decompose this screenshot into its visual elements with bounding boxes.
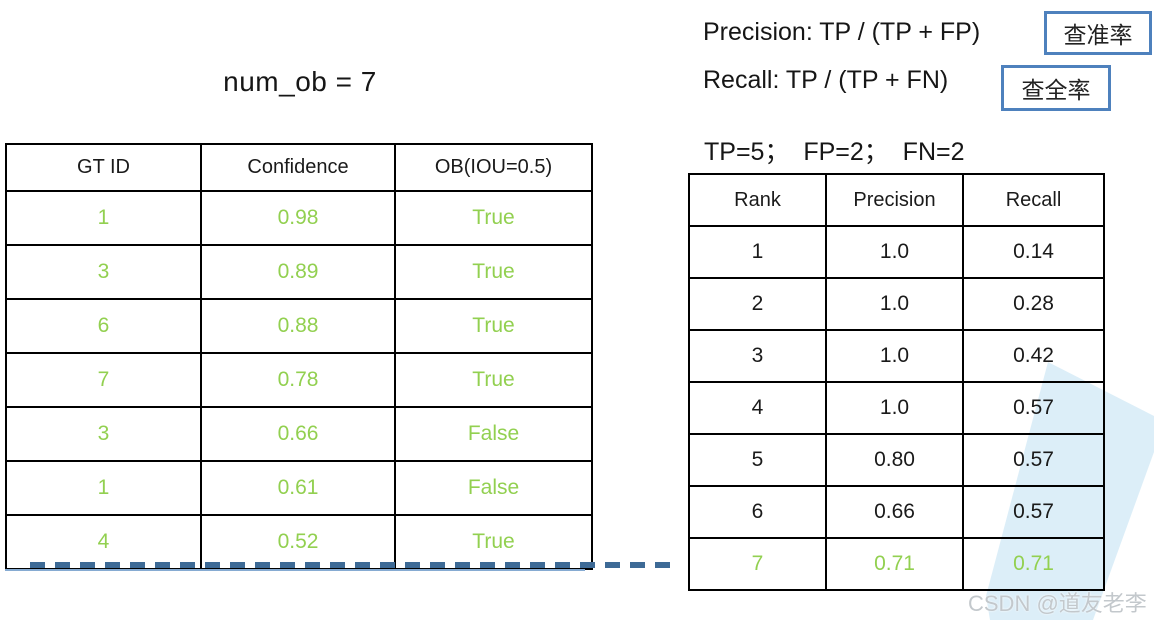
table-cell: 0.88 <box>200 298 396 354</box>
table-row: 4 0.52 True <box>5 514 593 570</box>
table-cell: True <box>394 190 593 246</box>
table-cell: 1 <box>5 460 202 516</box>
table-cell: 7 <box>688 537 827 591</box>
col-header-ob-iou: OB(IOU=0.5) <box>394 143 593 192</box>
table-cell: 1 <box>5 190 202 246</box>
table-row: 3 0.66 False <box>5 406 593 462</box>
table-cell: 0.14 <box>962 225 1105 279</box>
col-header-precision: Precision <box>825 173 964 227</box>
table-cell: False <box>394 460 593 516</box>
table-cell: True <box>394 514 593 570</box>
col-header-confidence: Confidence <box>200 143 396 192</box>
precision-formula: Precision: TP / (TP + FP) <box>703 18 981 46</box>
table-row: 6 0.66 0.57 <box>688 485 1105 539</box>
table-cell: 0.89 <box>200 244 396 300</box>
table-cell: 0.78 <box>200 352 396 408</box>
table-cell: 1 <box>688 225 827 279</box>
gt-confidence-table: GT ID Confidence OB(IOU=0.5) 1 0.98 True… <box>5 143 593 570</box>
table-row: 5 0.80 0.57 <box>688 433 1105 487</box>
table-cell: 3 <box>5 406 202 462</box>
table-cell: 0.52 <box>200 514 396 570</box>
table-cell: 1.0 <box>825 329 964 383</box>
table-cell: 3 <box>688 329 827 383</box>
table-cell: 3 <box>5 244 202 300</box>
table-cell: 0.57 <box>962 381 1105 435</box>
num-ob-title: num_ob = 7 <box>223 66 377 97</box>
table-cell: True <box>394 298 593 354</box>
table-cell: 4 <box>5 514 202 570</box>
threshold-dashed-line <box>30 562 680 568</box>
table-cell: 0.66 <box>825 485 964 539</box>
table-row: 3 1.0 0.42 <box>688 329 1105 383</box>
recall-formula: Recall: TP / (TP + FN) <box>703 66 949 94</box>
recall-cn-label-box: 查全率 <box>1001 65 1111 111</box>
precision-recall-table: Rank Precision Recall 1 1.0 0.14 2 1.0 0… <box>688 173 1105 591</box>
table-cell: False <box>394 406 593 462</box>
table-cell: 6 <box>688 485 827 539</box>
col-header-recall: Recall <box>962 173 1105 227</box>
table-cell: 6 <box>5 298 202 354</box>
table-cell: 0.98 <box>200 190 396 246</box>
precision-cn-label: 查准率 <box>1063 23 1133 49</box>
table-cell: 1.0 <box>825 225 964 279</box>
table-cell: 2 <box>688 277 827 331</box>
table-row: 1 0.98 True <box>5 190 593 246</box>
table-cell: 0.57 <box>962 433 1105 487</box>
recall-cn-label: 查全率 <box>1021 78 1091 104</box>
table-row: 6 0.88 True <box>5 298 593 354</box>
table-cell: 7 <box>5 352 202 408</box>
table-cell: 0.42 <box>962 329 1105 383</box>
table-row: 7 0.78 True <box>5 352 593 408</box>
table-cell: 0.28 <box>962 277 1105 331</box>
table-cell: 0.61 <box>200 460 396 516</box>
table-row: 1 0.61 False <box>5 460 593 516</box>
table-cell: 0.71 <box>825 537 964 591</box>
table-cell: 4 <box>688 381 827 435</box>
table-row-highlighted: 7 0.71 0.71 <box>688 537 1105 591</box>
table-cell: 5 <box>688 433 827 487</box>
table-cell: 0.80 <box>825 433 964 487</box>
table-row: 2 1.0 0.28 <box>688 277 1105 331</box>
threshold-underline <box>5 569 585 571</box>
tp-fp-fn-counts: TP=5； FP=2； FN=2 <box>704 138 965 166</box>
table-cell: 1.0 <box>825 381 964 435</box>
table-row: 3 0.89 True <box>5 244 593 300</box>
table-row: 4 1.0 0.57 <box>688 381 1105 435</box>
table-header-row: Rank Precision Recall <box>688 173 1105 227</box>
col-header-gt-id: GT ID <box>5 143 202 192</box>
table-header-row: GT ID Confidence OB(IOU=0.5) <box>5 143 593 192</box>
table-cell: 1.0 <box>825 277 964 331</box>
table-cell: True <box>394 352 593 408</box>
table-cell: True <box>394 244 593 300</box>
table-row: 1 1.0 0.14 <box>688 225 1105 279</box>
table-cell: 0.66 <box>200 406 396 462</box>
csdn-watermark: CSDN @道友老李 <box>968 591 1147 616</box>
precision-cn-label-box: 查准率 <box>1044 11 1152 55</box>
table-cell: 0.57 <box>962 485 1105 539</box>
table-cell: 0.71 <box>962 537 1105 591</box>
col-header-rank: Rank <box>688 173 827 227</box>
